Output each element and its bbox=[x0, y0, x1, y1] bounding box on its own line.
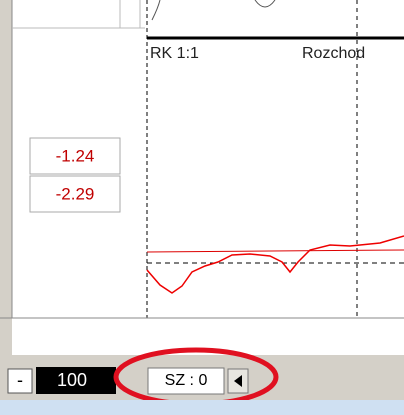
minus-button[interactable] bbox=[7, 368, 33, 394]
chart-label: Rozchod bbox=[302, 45, 365, 62]
chart-label: RK 1:1 bbox=[150, 45, 199, 62]
upper-curve bbox=[151, 0, 276, 21]
taskbar-strip bbox=[0, 400, 404, 415]
readout-box bbox=[29, 137, 121, 175]
zoom-box[interactable] bbox=[36, 367, 116, 394]
status-box bbox=[147, 367, 225, 395]
readout-box bbox=[29, 175, 121, 213]
left-border bbox=[0, 0, 12, 355]
signal-line bbox=[146, 235, 404, 294]
minus-label: - bbox=[17, 370, 23, 390]
zoom-value: 100 bbox=[57, 370, 87, 390]
readout: -2.29 bbox=[56, 184, 95, 203]
status-text: SZ : 0 bbox=[165, 372, 208, 389]
baseline-line bbox=[146, 249, 404, 253]
arrow-icon bbox=[234, 375, 242, 387]
readout: -1.24 bbox=[56, 146, 95, 165]
